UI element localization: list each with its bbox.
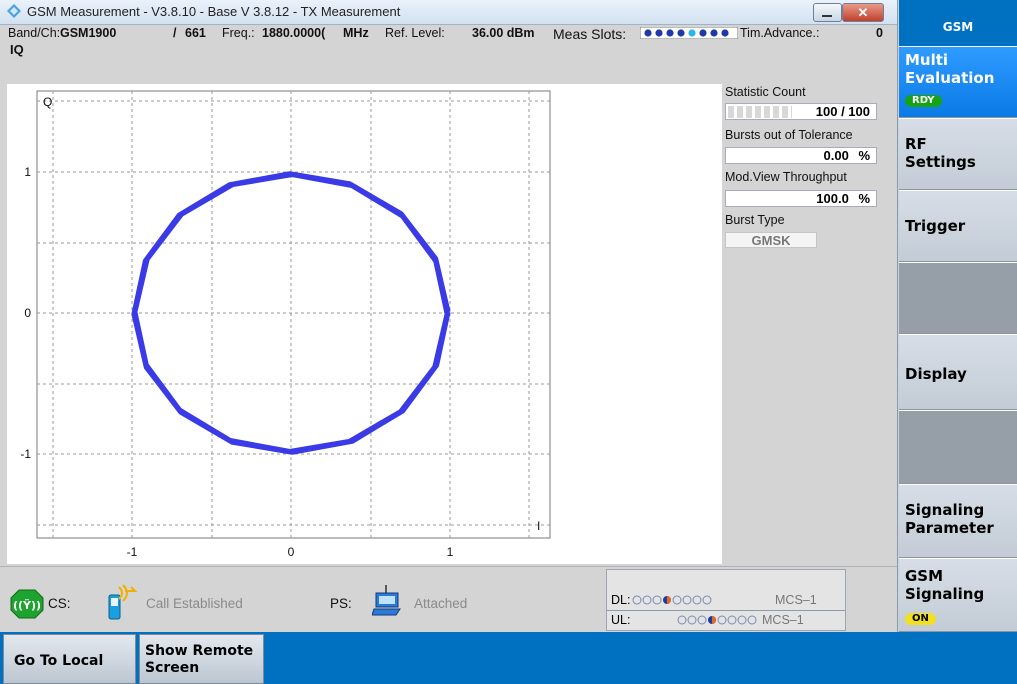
softkey-empty-2 bbox=[899, 410, 1017, 484]
bursts-out-of-tolerance-label: Bursts out of Tolerance bbox=[725, 128, 853, 142]
bursts-unit: % bbox=[858, 148, 870, 163]
softkey-header: GSM bbox=[899, 0, 1017, 46]
throughput-value: 100.0 bbox=[816, 191, 849, 206]
softkey-multi-evaluation[interactable]: Multi Evaluation RDY bbox=[899, 46, 1017, 118]
x-axis-label: I bbox=[537, 519, 540, 533]
softkey-header-label: GSM bbox=[942, 20, 974, 34]
throughput-box: 100.0 % bbox=[725, 190, 877, 207]
x-tick-label: -1 bbox=[127, 545, 138, 559]
go-to-local-label: Go To Local bbox=[14, 653, 104, 669]
statistic-count-value: 100 / 100 bbox=[815, 104, 870, 119]
band-separator: / bbox=[173, 26, 177, 40]
y-tick-label: 1 bbox=[24, 165, 31, 179]
rdy-status-badge: RDY bbox=[905, 95, 942, 107]
throughput-label: Mod.View Throughput bbox=[725, 170, 847, 184]
freq-label: Freq.: bbox=[222, 26, 255, 40]
softkey-multi-evaluation-label: Multi Evaluation bbox=[905, 51, 995, 87]
softkey-rf-settings-label: RF Settings bbox=[905, 135, 976, 171]
on-status-badge: ON bbox=[905, 613, 936, 625]
y-tick-label: -1 bbox=[20, 447, 31, 461]
info-bar: Band/Ch: GSM1900 / 661 Freq.: 1880.0000(… bbox=[0, 24, 897, 42]
window-title: GSM Measurement - V3.8.10 - Base V 3.8.1… bbox=[27, 4, 401, 19]
app-logo-icon bbox=[7, 4, 21, 18]
burst-type-value: GMSK bbox=[725, 232, 817, 248]
softkey-gsm-signaling[interactable]: GSM Signaling ON bbox=[899, 558, 1017, 632]
softkey-panel: GSM Multi Evaluation RDY RF Settings Tri… bbox=[899, 0, 1017, 632]
cs-state: Call Established bbox=[146, 596, 243, 611]
dl-ul-panel: DL: MCS–1 UL: MCS–1 bbox=[606, 569, 846, 631]
go-to-local-button[interactable]: Go To Local bbox=[3, 634, 136, 684]
y-axis-label: Q bbox=[43, 95, 52, 109]
band-value: GSM1900 bbox=[60, 26, 117, 40]
throughput-unit: % bbox=[858, 191, 870, 206]
measurement-window: GSM Measurement - V3.8.10 - Base V 3.8.1… bbox=[0, 0, 898, 633]
softkey-trigger-label: Trigger bbox=[905, 217, 966, 235]
ps-state: Attached bbox=[414, 596, 468, 611]
ul-mcs: MCS–1 bbox=[762, 613, 804, 627]
channel-value: 661 bbox=[185, 26, 206, 40]
softkey-display[interactable]: Display bbox=[899, 334, 1017, 410]
ul-slot-indicator bbox=[677, 615, 757, 625]
statistic-count-label: Statistic Count bbox=[725, 85, 806, 99]
meas-slots-indicator bbox=[640, 27, 738, 39]
y-tick-label: 0 bbox=[24, 306, 31, 320]
softkey-signaling-parameter-label: Signaling Parameter bbox=[905, 501, 994, 537]
burst-type-label: Burst Type bbox=[725, 213, 785, 227]
statistic-count-box: 100 / 100 bbox=[725, 103, 877, 120]
iq-trace-line bbox=[132, 171, 450, 455]
minimize-button[interactable] bbox=[813, 3, 842, 22]
cs-antenna-icon: ((Ÿ)) bbox=[10, 589, 44, 619]
bottom-bar: Go To Local Show Remote Screen bbox=[0, 632, 1017, 684]
show-remote-screen-label: Show Remote Screen bbox=[145, 643, 254, 676]
phone-connected-icon bbox=[108, 584, 138, 620]
bursts-out-of-tolerance-value: 0.00 bbox=[823, 148, 849, 163]
x-tick-label: 0 bbox=[288, 545, 295, 559]
progress-hatch bbox=[728, 106, 792, 118]
ps-label: PS: bbox=[330, 596, 352, 611]
meas-slots-label: Meas Slots: bbox=[553, 26, 627, 42]
softkey-signaling-parameter[interactable]: Signaling Parameter bbox=[899, 484, 1017, 558]
show-remote-screen-button[interactable]: Show Remote Screen bbox=[139, 634, 264, 684]
timing-advance-value: 0 bbox=[876, 26, 883, 40]
dl-slot-indicator bbox=[632, 595, 712, 605]
freq-unit: MHz bbox=[343, 26, 369, 40]
ul-row: UL: MCS–1 bbox=[607, 610, 845, 630]
softkey-rf-settings[interactable]: RF Settings bbox=[899, 118, 1017, 190]
softkey-gsm-signaling-label: GSM Signaling bbox=[905, 567, 985, 603]
view-label: IQ bbox=[10, 42, 24, 57]
band-label: Band/Ch: bbox=[8, 26, 61, 40]
timing-advance-label: Tim.Advance.: bbox=[740, 26, 820, 40]
ref-level-value: 36.00 dBm bbox=[472, 26, 535, 40]
iq-constellation-plot: Q I -1 0 1 1 0 -1 bbox=[20, 90, 551, 559]
ul-label: UL: bbox=[611, 613, 631, 627]
ref-level-label: Ref. Level: bbox=[385, 26, 445, 40]
dl-mcs: MCS–1 bbox=[775, 593, 817, 607]
dl-label: DL: bbox=[611, 593, 631, 607]
softkey-display-label: Display bbox=[905, 365, 967, 383]
svg-text:((Ÿ)): ((Ÿ)) bbox=[13, 598, 41, 612]
x-tick-label: 1 bbox=[447, 545, 454, 559]
cs-label: CS: bbox=[48, 596, 71, 611]
dl-row: DL: MCS–1 bbox=[607, 590, 845, 611]
freq-value: 1880.0000( bbox=[262, 26, 326, 40]
iq-trace bbox=[131, 171, 451, 455]
softkey-empty-1 bbox=[899, 262, 1017, 334]
ps-attached-icon bbox=[372, 585, 401, 616]
bursts-out-of-tolerance-box: 0.00 % bbox=[725, 147, 877, 164]
title-bar[interactable]: GSM Measurement - V3.8.10 - Base V 3.8.1… bbox=[0, 0, 897, 25]
close-button[interactable]: ✕ bbox=[842, 3, 884, 22]
softkey-trigger[interactable]: Trigger bbox=[899, 190, 1017, 262]
